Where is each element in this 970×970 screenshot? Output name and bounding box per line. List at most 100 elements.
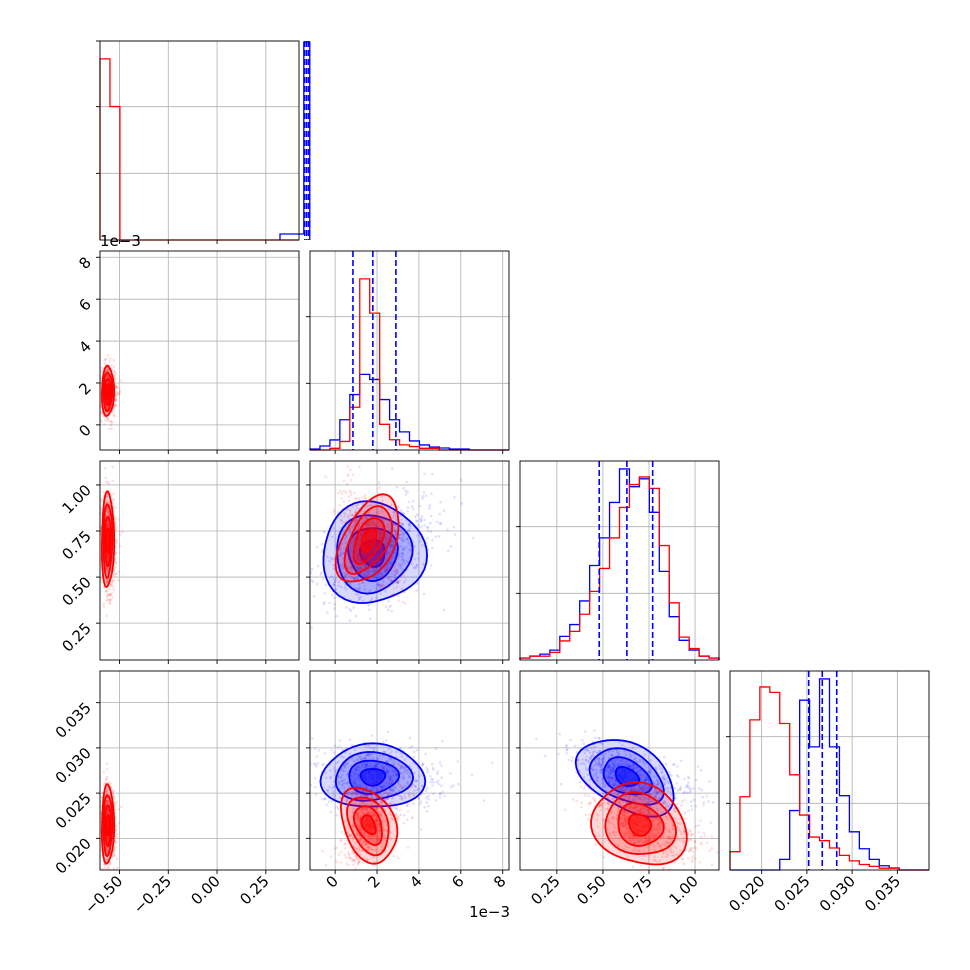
scatter-point xyxy=(305,438,308,441)
scatter-point xyxy=(117,579,120,582)
scatter-point xyxy=(377,481,381,484)
scatter-point xyxy=(354,614,358,618)
scatter-point xyxy=(306,380,309,383)
scatter-point xyxy=(305,508,308,511)
scatter-point xyxy=(112,569,116,572)
scatter-point xyxy=(305,500,308,503)
scatter-point xyxy=(304,434,307,437)
scatter-point xyxy=(348,510,352,514)
scatter-point xyxy=(306,370,309,373)
scatter-point xyxy=(105,580,109,583)
scatter-point xyxy=(305,544,308,547)
scatter-point xyxy=(100,379,102,382)
scatter-point xyxy=(306,566,309,569)
hist-panel-p2 xyxy=(306,250,510,454)
scatter-point xyxy=(400,537,404,541)
scatter-point xyxy=(401,552,404,555)
scatter-point xyxy=(368,561,372,565)
scatter-point xyxy=(304,351,307,354)
scatter-point xyxy=(306,374,309,377)
scatter-point xyxy=(305,359,308,362)
scatter-point xyxy=(305,521,308,524)
scatter-point xyxy=(306,584,309,587)
scatter-point xyxy=(305,362,308,365)
scatter-point xyxy=(305,522,308,525)
scatter-point xyxy=(305,388,308,391)
scatter-point xyxy=(362,520,365,523)
scatter-point xyxy=(306,594,309,597)
scatter-point xyxy=(306,414,309,417)
scatter-point xyxy=(305,780,308,783)
scatter-point xyxy=(346,473,350,476)
scatter-point xyxy=(306,389,309,392)
scatter-point xyxy=(305,345,308,348)
scatter-point xyxy=(305,750,308,753)
scatter-point xyxy=(349,478,353,482)
scatter-point xyxy=(306,812,309,815)
scatter-point xyxy=(352,606,356,609)
scatter-point xyxy=(305,578,308,581)
scatter-point xyxy=(305,567,308,570)
scatter-point xyxy=(306,488,309,491)
scatter-point xyxy=(306,779,309,782)
scatter-point xyxy=(305,599,308,602)
scatter-point xyxy=(305,375,308,378)
scatter-point xyxy=(306,371,309,374)
scatter-point xyxy=(307,398,310,401)
scatter-point xyxy=(380,550,383,554)
scatter-point xyxy=(356,527,360,531)
scatter-point xyxy=(428,504,432,507)
scatter-point xyxy=(338,550,342,554)
scatter-point xyxy=(306,412,309,415)
scatter-point xyxy=(305,781,308,784)
scatter-point xyxy=(307,755,310,758)
scatter-point xyxy=(96,574,99,577)
scatter-point xyxy=(306,405,309,408)
scatter-point xyxy=(305,396,308,399)
scatter-point xyxy=(402,532,405,535)
scatter-point xyxy=(306,769,309,772)
scatter-point xyxy=(106,374,109,378)
scatter-point xyxy=(397,599,400,602)
scatter-point xyxy=(305,369,308,372)
scatter-point xyxy=(381,587,385,591)
scatter-point xyxy=(305,521,308,524)
scatter-point xyxy=(355,588,359,591)
scatter-point xyxy=(386,577,390,581)
scatter-point xyxy=(305,545,308,548)
scatter-point xyxy=(307,407,310,410)
scatter-point xyxy=(306,500,309,503)
scatter-point xyxy=(305,783,308,786)
scatter-point xyxy=(339,565,343,568)
scatter-point xyxy=(305,788,308,791)
scatter-point xyxy=(306,745,309,748)
scatter-point xyxy=(305,403,308,406)
scatter-point xyxy=(305,583,308,586)
scatter-point xyxy=(306,347,309,350)
scatter-point xyxy=(306,372,309,375)
scatter-point xyxy=(305,402,308,405)
scatter-point xyxy=(307,403,310,406)
scatter-point xyxy=(306,542,309,545)
scatter-point xyxy=(408,529,412,532)
scatter-point xyxy=(393,539,396,543)
scatter-point xyxy=(306,376,309,379)
scatter-point xyxy=(306,422,309,425)
scatter-point xyxy=(305,506,308,509)
scatter-point xyxy=(102,605,105,608)
scatter-point xyxy=(305,385,308,388)
scatter-point xyxy=(305,387,308,390)
scatter-point xyxy=(306,360,309,363)
scatter-point xyxy=(307,789,310,792)
scatter-point xyxy=(359,566,363,570)
scatter-point xyxy=(306,790,309,793)
scatter-point xyxy=(305,342,308,345)
scatter-point xyxy=(305,374,308,377)
scatter-point xyxy=(306,779,309,782)
scatter-point xyxy=(393,573,396,577)
scatter-point xyxy=(386,608,390,612)
scatter-point xyxy=(100,579,103,583)
scatter-point xyxy=(305,505,308,508)
scatter-point xyxy=(305,558,308,561)
scatter-point xyxy=(306,383,309,386)
